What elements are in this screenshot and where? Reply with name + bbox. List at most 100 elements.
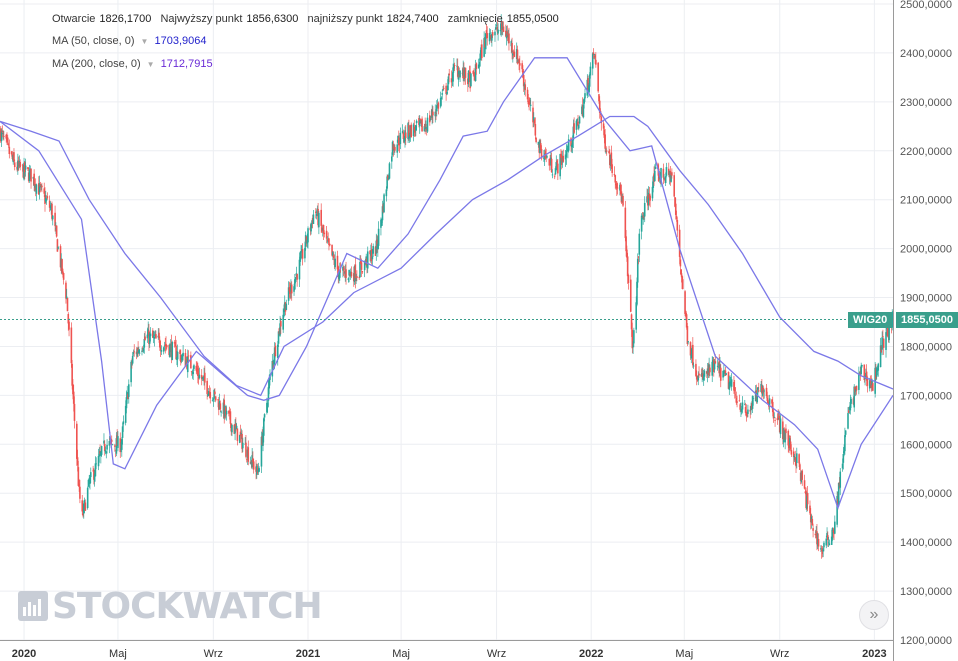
candle-body <box>391 156 393 162</box>
candle-body <box>103 443 106 452</box>
candle-body <box>762 387 765 394</box>
candle-body <box>664 176 667 184</box>
candle-body <box>452 67 454 82</box>
candle-body <box>375 240 378 254</box>
candle-body <box>184 352 187 367</box>
candle-body <box>602 123 605 129</box>
candle-body <box>868 380 871 389</box>
candle-body <box>287 287 290 301</box>
candle-body <box>577 121 579 127</box>
candle-body <box>860 365 862 375</box>
candle-body <box>314 211 317 213</box>
candle-body <box>771 399 773 404</box>
candle-body <box>201 376 204 379</box>
candlestick-series <box>0 14 894 559</box>
candle-body <box>28 170 31 181</box>
candle-body <box>87 479 90 487</box>
candle-body <box>879 345 882 368</box>
candle-body <box>146 334 149 339</box>
candle-body <box>86 487 89 509</box>
candle-body <box>757 390 760 392</box>
candle-body <box>105 451 108 454</box>
candle-body <box>555 162 558 170</box>
candle-body <box>745 411 748 417</box>
candle-body <box>159 347 162 351</box>
candle-body <box>478 61 481 67</box>
candle-body <box>336 255 339 270</box>
candle-body <box>571 139 574 148</box>
ma200-legend-row[interactable]: MA (200, close, 0) ▼ 1712,7915 <box>52 53 565 76</box>
candle-body <box>761 385 763 394</box>
candle-body <box>198 374 201 379</box>
candle-body <box>665 167 668 176</box>
candle-body <box>3 136 5 137</box>
candle-body <box>522 74 525 87</box>
candle-body <box>439 97 442 107</box>
candle-body <box>591 53 594 69</box>
y-tick-label: 2300,0000 <box>900 97 952 109</box>
candle-body <box>163 345 166 347</box>
candle-body <box>144 336 146 340</box>
ma50-legend-row[interactable]: MA (50, close, 0) ▼ 1703,9064 <box>52 30 565 53</box>
candle-body <box>396 144 399 153</box>
candle-body <box>242 442 244 449</box>
candle-body <box>260 436 263 467</box>
candle-body <box>566 148 568 150</box>
candle-body <box>234 425 236 434</box>
caret-down-icon[interactable]: ▼ <box>146 60 155 69</box>
candle-body <box>262 432 264 446</box>
candle-body <box>332 252 334 256</box>
candle-body <box>470 73 472 87</box>
candle-body <box>35 184 38 194</box>
candle-body <box>545 155 547 157</box>
candle-body <box>512 53 514 56</box>
double-chevron-right-icon: » <box>869 606 879 623</box>
candle-body <box>356 276 358 278</box>
candle-body <box>294 279 296 290</box>
candle-body <box>401 130 404 134</box>
candle-body <box>82 503 85 514</box>
candle-body <box>142 348 145 352</box>
candle-body <box>245 442 247 457</box>
candle-body <box>165 343 167 346</box>
candle-body <box>328 243 331 246</box>
candle-body <box>534 124 537 136</box>
candle-body <box>562 155 565 162</box>
candle-body <box>376 239 378 247</box>
candle-body <box>674 197 676 207</box>
candle-body <box>258 468 260 472</box>
candle-body <box>740 408 743 412</box>
scroll-to-latest-button[interactable]: » <box>859 600 889 630</box>
candle-body <box>834 521 836 534</box>
candle-body <box>339 269 341 278</box>
candle-body <box>27 167 29 170</box>
candle-body <box>262 418 265 436</box>
candle-body <box>268 380 271 389</box>
candle-body <box>616 187 619 189</box>
candle-body <box>727 372 730 389</box>
x-tick-label: 2022 <box>579 648 603 660</box>
candle-body <box>475 63 478 69</box>
candle-body <box>77 467 80 486</box>
candle-body <box>446 92 448 94</box>
candle-body <box>728 382 731 390</box>
candle-body <box>252 461 255 470</box>
candle-body <box>305 236 308 243</box>
candle-body <box>882 336 884 337</box>
candle-body <box>214 396 217 401</box>
candle-body <box>289 290 291 294</box>
candle-body <box>159 339 161 348</box>
caret-down-icon[interactable]: ▼ <box>140 37 149 46</box>
candle-body <box>735 398 738 403</box>
candle-body <box>152 335 155 338</box>
price-badge-symbol: WIG20 <box>848 311 893 328</box>
candle-body <box>236 428 239 441</box>
candle-body <box>685 311 687 317</box>
candle-body <box>657 168 660 181</box>
candle-body <box>124 405 127 423</box>
candle-body <box>13 152 15 161</box>
candle-body <box>7 143 10 146</box>
candle-body <box>589 66 592 76</box>
